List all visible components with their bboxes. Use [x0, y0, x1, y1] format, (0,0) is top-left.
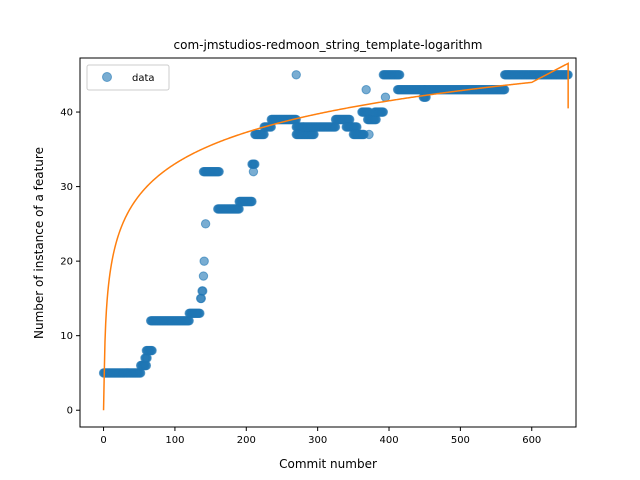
data-point	[198, 286, 208, 296]
y-axis: 0 10 20 30 40	[60, 108, 80, 417]
data-point	[395, 70, 405, 80]
x-tick-label: 200	[237, 435, 256, 446]
y-tick-label: 30	[60, 182, 73, 193]
data-point	[147, 345, 157, 356]
chart-title: com-jmstudios-redmoon_string_template-lo…	[174, 38, 483, 52]
data-point	[378, 107, 389, 117]
data-point	[380, 92, 391, 102]
x-axis-label: Commit number	[279, 457, 377, 471]
x-tick-label: 500	[451, 435, 470, 446]
x-axis: 0 100 200 300 400 500 600	[100, 427, 541, 446]
y-tick-label: 20	[60, 257, 73, 268]
y-tick-label: 40	[60, 108, 73, 119]
data-point	[200, 219, 211, 229]
data-point	[291, 70, 301, 80]
data-point	[198, 271, 209, 281]
data-point	[364, 129, 374, 140]
plot-marks	[98, 70, 573, 378]
x-tick-label: 600	[522, 435, 541, 446]
y-axis-label: Number of instance of a feature	[32, 147, 46, 339]
data-point	[247, 196, 257, 207]
x-tick-label: 0	[100, 435, 106, 446]
legend-box	[86, 64, 170, 91]
legend: data	[86, 64, 170, 91]
data-point	[250, 159, 260, 169]
data-point	[214, 166, 224, 177]
legend-marker-data	[102, 72, 112, 82]
x-tick-label: 100	[165, 435, 184, 446]
y-tick-label: 0	[67, 406, 73, 417]
fit-layer	[102, 62, 569, 411]
legend-label-data: data	[132, 73, 155, 84]
data-point	[499, 84, 510, 95]
data-point	[199, 256, 209, 266]
x-tick-label: 400	[379, 435, 398, 446]
fit-curve	[102, 62, 569, 411]
data-point	[195, 308, 205, 319]
y-tick-label: 10	[60, 331, 73, 342]
plot-frame	[79, 57, 577, 428]
data-point	[248, 166, 259, 177]
x-tick-label: 300	[308, 435, 327, 446]
data-point	[361, 84, 371, 95]
